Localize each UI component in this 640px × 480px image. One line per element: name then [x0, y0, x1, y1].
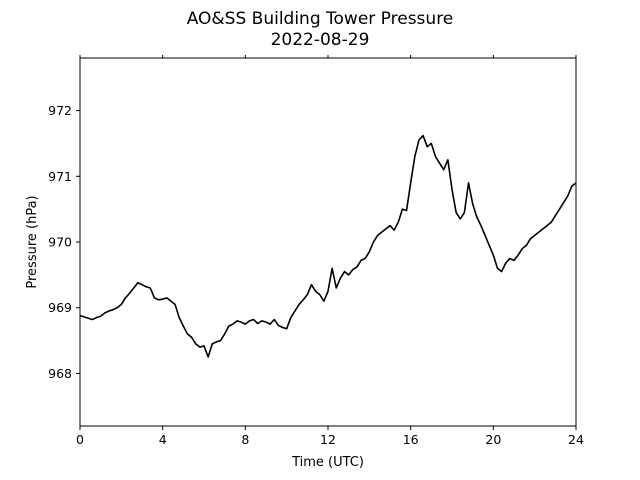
data-layer	[79, 134, 577, 358]
x-tick-label: 20	[485, 432, 501, 447]
y-tick-label: 970	[48, 235, 72, 250]
x-tick-label: 12	[320, 432, 336, 447]
x-tick-label: 4	[159, 432, 167, 447]
y-tick-label: 968	[48, 366, 72, 381]
x-tick-label: 0	[76, 432, 84, 447]
x-tick-label: 16	[403, 432, 419, 447]
x-tick-label: 8	[241, 432, 249, 447]
y-tick-label: 971	[48, 169, 72, 184]
chart-subtitle: 2022-08-29	[271, 30, 370, 50]
chart-title: AO&SS Building Tower Pressure	[187, 9, 454, 29]
x-axis: 0 4 8 12 16 20 24	[76, 55, 584, 447]
plot-frame	[79, 57, 577, 427]
series-line-0	[79, 134, 577, 358]
y-tick-label: 969	[48, 300, 72, 315]
y-axis-label: Pressure (hPa)	[25, 195, 40, 288]
y-axis: 968 969 970 971 972	[48, 103, 80, 381]
y-tick-label: 972	[48, 103, 72, 118]
x-axis-label: Time (UTC)	[291, 455, 364, 470]
x-tick-label: 24	[568, 432, 584, 447]
plot-area	[80, 58, 576, 426]
